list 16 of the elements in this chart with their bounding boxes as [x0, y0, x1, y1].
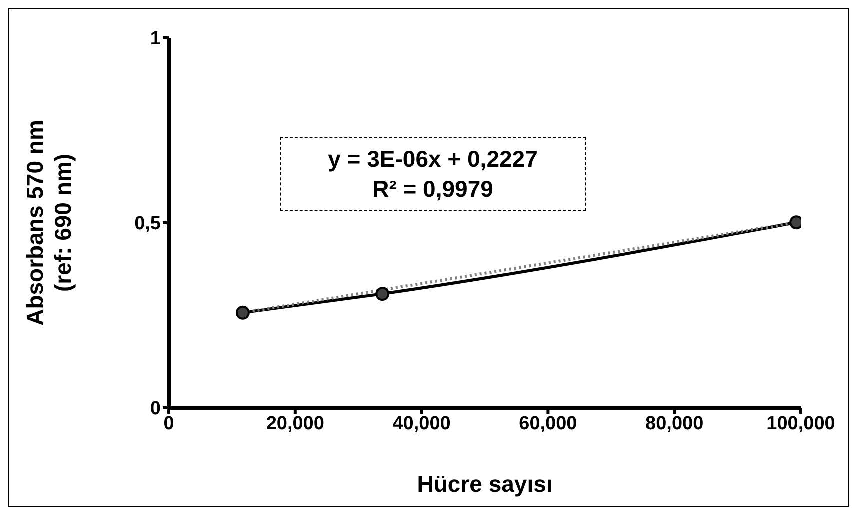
x-tick-label: 80,000 — [646, 413, 704, 434]
x-tick-label: 40,000 — [392, 413, 451, 434]
x-tick-label: 60,000 — [519, 413, 578, 434]
annotation: y = 3E-06x + 0,2227 — [327, 145, 539, 174]
point — [376, 287, 390, 302]
y-tick-label: 1 — [150, 28, 162, 50]
annotation: R² = 0,9979 — [372, 175, 494, 204]
x-axis-title: Hücre sayısı — [417, 471, 553, 497]
y-tick-label: 0,5 — [134, 214, 162, 235]
x-tick-label: 100,000 — [766, 413, 836, 434]
x-tick-label: 0 — [164, 413, 174, 434]
point — [236, 306, 250, 320]
x-tick-label: 20,000 — [266, 413, 324, 434]
y-axis-title: Absorbans 570 nm (ref: 690 nm) — [22, 120, 76, 326]
y-tick-label: 0 — [150, 398, 161, 420]
text-box: y = 3E-06x + 0,2227 R² = 0,9979 — [280, 137, 586, 211]
